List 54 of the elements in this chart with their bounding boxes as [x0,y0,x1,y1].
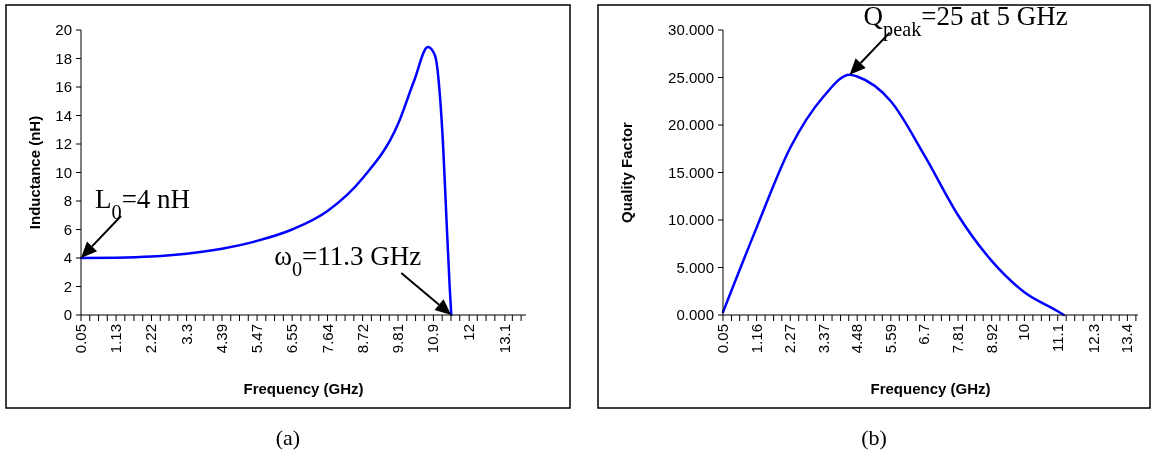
y-tick-label: 5.000 [676,258,714,276]
y-tick-label: 4 [63,249,72,266]
y-tick-label: 6 [63,220,72,238]
text: (a) [275,425,301,450]
x-tick-label: 2.22 [142,324,160,354]
x-tick-label: 0.05 [72,324,89,354]
x-tick-label: 6.7 [915,324,933,345]
y-tick-label: 10 [55,163,72,181]
annotation: L$_{0}$=4 nH [95,184,191,223]
y-tick-label: 0.000 [676,306,714,323]
annotation: Q$_{peak}$=25 at 5 GHz [863,0,1068,41]
line-series [79,45,453,317]
x-tick-label: 9.81 [389,324,407,354]
x-tick-label: 5.59 [881,324,899,354]
y-tick-label: 0 [63,306,72,323]
x-tick-label: 5.47 [248,324,266,354]
x-tick-label: 11.1 [1048,324,1066,353]
y-tick-label: 20 [55,21,72,38]
x-tick-label: 3.37 [814,324,832,354]
x-tick-label: 7.81 [949,324,967,354]
x-tick-label: 6.55 [283,324,301,354]
y-tick-label: 12 [55,135,72,152]
y-tick-label: 10.000 [668,211,714,228]
x-tick-label: 7.64 [318,324,336,354]
x-tick-label: 10 [1015,324,1033,341]
x-tick-label: 8.92 [982,324,1000,354]
x-tick-label: 12 [460,324,478,341]
x-tick-label: 10.9 [424,324,442,354]
y-tick-label: 15.000 [668,163,714,181]
x-axis-title: Frequency (GHz) [243,380,364,397]
y-tick-label: 8 [63,192,72,209]
x-tick-label: 8.72 [353,324,371,354]
x-tick-label: 4.39 [212,324,230,354]
y-axis-title: Quality Factor [618,121,635,223]
x-tick-label: 1.13 [107,324,125,354]
annotation: ω$_{0}$=11.3 GHz [274,241,422,280]
x-tick-label: 13.1 [495,324,513,354]
y-tick-label: 14 [55,106,72,124]
x-tick-label: 3.3 [177,324,195,345]
x-tick-label: 12.3 [1085,324,1103,354]
x-tick-label: 13.4 [1118,324,1136,354]
x-tick-label: 4.48 [848,324,866,354]
y-tick-label: 25.000 [668,68,714,86]
y-axis-title: Inductance (nH) [26,115,43,230]
x-tick-label: 1.16 [747,324,765,354]
y-tick-label: 16 [55,78,72,95]
x-tick-label: 2.27 [781,324,799,354]
x-axis-title: Frequency (GHz) [870,380,991,397]
x-tick-label: 0.05 [714,324,731,354]
y-tick-label: 18 [55,49,72,67]
y-tick-label: 2 [63,277,72,295]
text: (b) [861,425,887,450]
y-tick-label: 20.000 [668,116,714,133]
y-tick-label: 30.000 [668,21,714,38]
